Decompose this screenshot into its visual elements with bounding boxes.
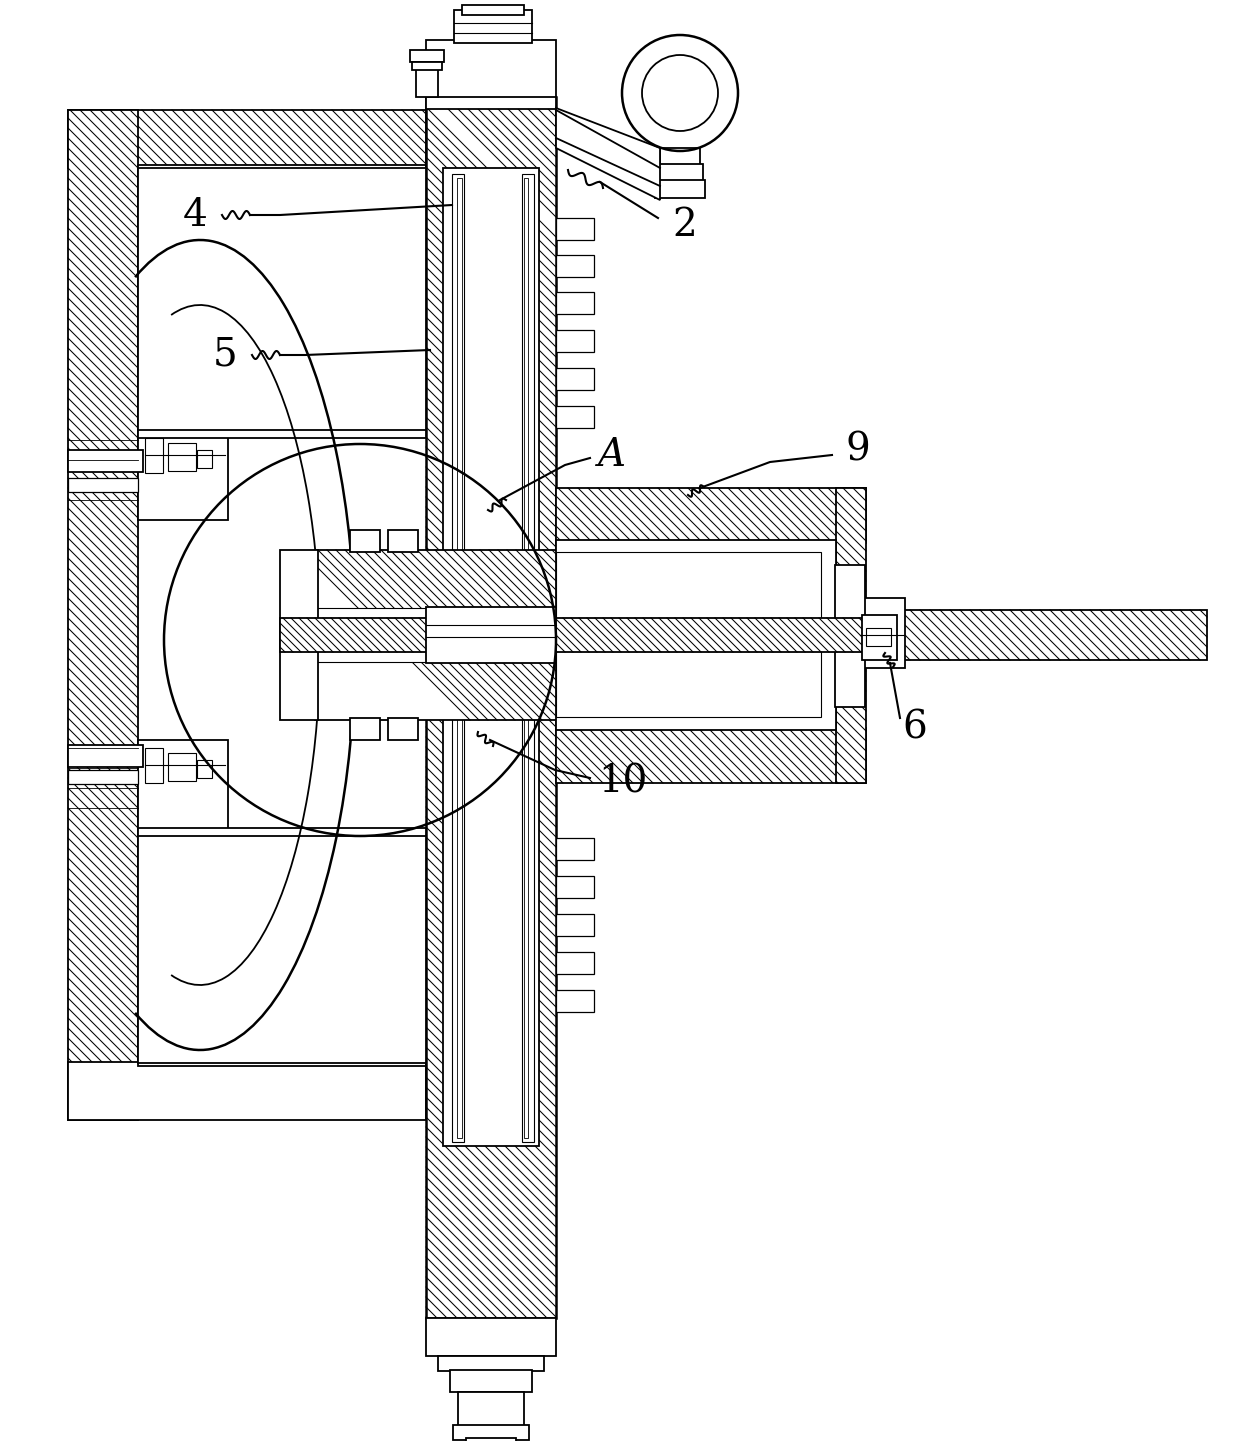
Text: 2: 2 xyxy=(672,206,697,244)
Bar xyxy=(167,754,196,781)
Bar xyxy=(145,748,162,782)
Bar xyxy=(68,1062,427,1120)
Bar xyxy=(412,62,441,71)
Bar xyxy=(438,1356,544,1370)
Bar xyxy=(427,607,556,663)
Bar xyxy=(454,10,532,43)
Bar xyxy=(525,179,528,1138)
Bar xyxy=(167,442,196,471)
Bar xyxy=(427,97,556,110)
Bar xyxy=(138,166,427,173)
Bar xyxy=(138,741,228,830)
Bar xyxy=(556,367,594,391)
Bar xyxy=(556,255,594,277)
Polygon shape xyxy=(556,108,660,200)
Bar xyxy=(427,97,556,1319)
Bar xyxy=(315,660,565,720)
Bar xyxy=(660,148,701,166)
Bar xyxy=(68,450,143,473)
Bar xyxy=(197,450,212,468)
Bar xyxy=(556,914,594,937)
Bar xyxy=(556,488,866,543)
Bar xyxy=(138,829,427,836)
Text: 5: 5 xyxy=(213,337,238,373)
Text: A: A xyxy=(598,437,626,474)
Bar xyxy=(138,1058,427,1066)
Bar xyxy=(556,990,594,1012)
Bar xyxy=(197,759,212,778)
Bar xyxy=(415,58,438,97)
Bar xyxy=(68,110,138,1120)
Text: 10: 10 xyxy=(598,764,647,801)
Bar xyxy=(315,550,565,610)
Bar xyxy=(866,628,892,646)
Bar xyxy=(655,180,706,197)
Text: 4: 4 xyxy=(184,196,208,233)
Bar xyxy=(466,1438,516,1441)
Bar xyxy=(68,769,138,784)
Bar xyxy=(556,330,594,352)
Bar xyxy=(556,839,594,860)
Bar xyxy=(556,540,836,731)
Bar xyxy=(280,618,895,651)
Bar xyxy=(68,745,143,767)
Bar xyxy=(443,169,539,1146)
Bar xyxy=(835,565,866,708)
Bar xyxy=(280,550,317,720)
Bar xyxy=(556,293,594,314)
Bar xyxy=(836,488,866,782)
Bar xyxy=(388,530,418,552)
Bar xyxy=(138,834,427,1063)
Bar xyxy=(410,50,444,62)
Bar xyxy=(453,174,464,1143)
Text: 9: 9 xyxy=(844,431,869,468)
Bar xyxy=(427,40,556,98)
Bar xyxy=(556,552,821,718)
Bar xyxy=(450,1370,532,1392)
Bar xyxy=(556,218,594,241)
Bar xyxy=(463,4,525,14)
Bar xyxy=(315,608,565,661)
Bar xyxy=(350,718,379,741)
Bar xyxy=(657,164,703,182)
Bar xyxy=(138,429,427,438)
Bar xyxy=(862,615,897,660)
Bar xyxy=(453,1425,529,1440)
Bar xyxy=(556,406,594,428)
Bar xyxy=(315,615,895,656)
Bar xyxy=(350,530,379,552)
Bar xyxy=(556,876,594,898)
Bar xyxy=(68,110,427,169)
Bar xyxy=(861,598,905,669)
Bar xyxy=(138,429,228,520)
Bar xyxy=(458,1392,525,1429)
Bar xyxy=(145,438,162,473)
Bar xyxy=(556,953,594,974)
Bar xyxy=(458,179,463,1138)
Bar xyxy=(897,610,1207,660)
Bar xyxy=(556,728,866,782)
Bar xyxy=(68,478,138,491)
Bar xyxy=(388,718,418,741)
Bar xyxy=(138,169,427,432)
Text: 6: 6 xyxy=(901,709,926,746)
Bar xyxy=(427,1319,556,1356)
Bar xyxy=(522,174,534,1143)
